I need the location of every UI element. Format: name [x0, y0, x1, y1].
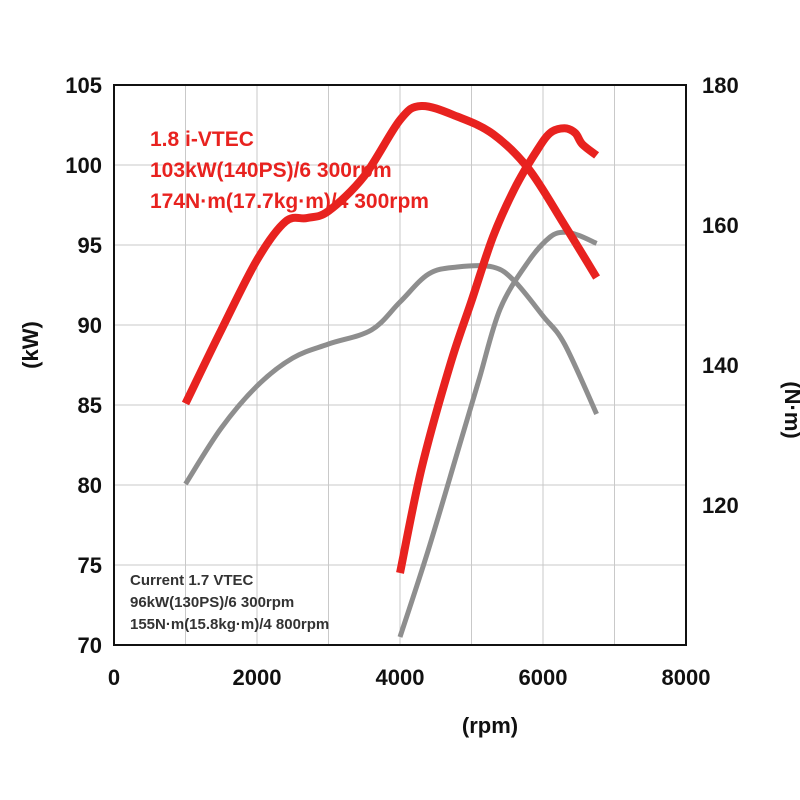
y-right-axis-label: (N·m) — [780, 381, 800, 438]
new-engine-name: 1.8 i-VTEC — [150, 128, 254, 151]
series-line-current-1-7-vtec-torque — [183, 263, 599, 486]
current-engine-power-spec: 96kW(130PS)/6 300rpm — [130, 594, 294, 611]
new-engine-power-spec: 103kW(140PS)/6 300rpm — [150, 159, 392, 182]
y-right-tick-label: 160 — [702, 213, 739, 238]
y-left-tick-label: 100 — [65, 153, 102, 178]
plot-frame — [113, 84, 687, 646]
y-left-axis-label: (kW) — [18, 321, 43, 369]
y-left-tick-label: 90 — [78, 313, 102, 338]
y-left-tick-label: 80 — [78, 473, 102, 498]
series-layer — [181, 101, 601, 638]
series-line-1-8-i-vtec-power — [396, 124, 600, 574]
y-left-tick-label: 75 — [78, 553, 102, 578]
tick-layer: 0 2000 4000 6000 8000 70 75 80 85 90 95 100 105 120 14… — [65, 73, 738, 690]
x-axis-label: (rpm) — [462, 713, 518, 738]
current-engine-name: Current 1.7 VTEC — [130, 572, 254, 589]
x-tick-label: 6000 — [519, 665, 568, 690]
y-right-tick-label: 140 — [702, 353, 739, 378]
y-right-tick-label: 120 — [702, 493, 739, 518]
x-tick-label: 2000 — [233, 665, 282, 690]
y-left-tick-label: 85 — [78, 393, 102, 418]
x-tick-label: 0 — [108, 665, 120, 690]
x-tick-label: 4000 — [376, 665, 425, 690]
new-engine-torque-spec: 174N·m(17.7kg·m)/4 300rpm — [150, 190, 429, 213]
y-left-tick-label: 70 — [78, 633, 102, 658]
current-engine-torque-spec: 155N·m(15.8kg·m)/4 800rpm — [130, 616, 329, 633]
series-line-1-8-i-vtec-torque — [181, 101, 601, 406]
y-left-tick-label: 95 — [78, 233, 102, 258]
x-tick-label: 8000 — [662, 665, 711, 690]
y-right-tick-label: 180 — [702, 73, 739, 98]
y-left-tick-label: 105 — [65, 73, 102, 98]
